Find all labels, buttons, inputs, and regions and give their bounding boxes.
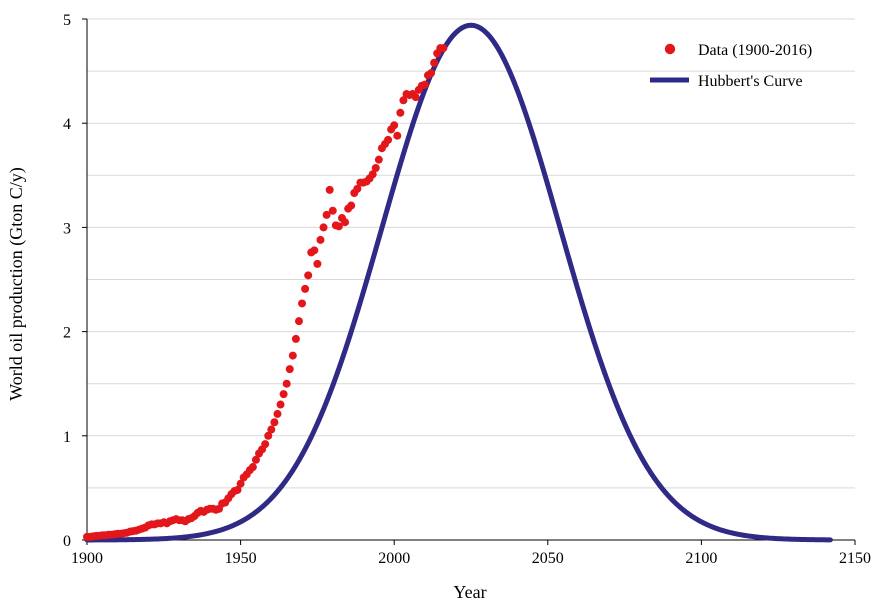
x-tick-label: 2050 (532, 550, 564, 567)
data-point (328, 206, 337, 215)
data-point (301, 284, 310, 293)
data-point (371, 164, 380, 173)
data-point (316, 235, 325, 244)
data-point (325, 185, 334, 194)
axis-layer (82, 18, 856, 545)
data-point (396, 108, 405, 117)
y-tick-label: 5 (63, 12, 71, 29)
labels-layer: 1900 1950 2000 2050 2100 2150 0 1 2 3 4 5 (63, 12, 871, 567)
data-point (291, 334, 300, 343)
data-point (298, 299, 307, 308)
y-tick-label: 0 (63, 533, 71, 550)
x-tick-label: 1950 (225, 550, 257, 567)
data-point (420, 80, 429, 89)
legend-marker-data (664, 43, 676, 55)
data-point (279, 390, 288, 399)
data-point (270, 418, 279, 427)
data-point (353, 184, 362, 193)
data-point (319, 223, 328, 232)
y-tick-label: 3 (63, 220, 71, 237)
data-point (236, 479, 245, 488)
data-point (393, 131, 402, 140)
y-axis-label: World oil production (Gton C/y) (6, 167, 27, 401)
data-point (390, 121, 399, 130)
y-tick-label: 1 (63, 429, 71, 446)
data-point (399, 96, 408, 105)
data-point (267, 425, 276, 434)
data-point (341, 218, 350, 227)
data-point (248, 463, 257, 472)
data-point (347, 201, 356, 210)
data-point (233, 485, 242, 494)
data-point (411, 93, 420, 102)
x-tick-label: 1900 (71, 550, 103, 567)
y-tick-label: 2 (63, 325, 71, 342)
data-point (273, 409, 282, 418)
curve-layer (84, 22, 833, 543)
data-point (304, 271, 313, 280)
legend-label-curve: Hubbert's Curve (698, 73, 803, 90)
data-point (264, 431, 273, 440)
legend: Data (1900-2016) Hubbert's Curve (650, 42, 812, 90)
x-axis-label: Year (453, 582, 486, 602)
data-point (285, 365, 294, 374)
data-point (374, 155, 383, 164)
data-point (322, 210, 331, 219)
data-point (430, 58, 439, 67)
data-point (282, 379, 291, 388)
data-point (313, 259, 322, 268)
data-point (261, 440, 270, 449)
data-point (310, 246, 319, 255)
x-tick-label: 2150 (839, 550, 871, 567)
data-point (294, 317, 303, 326)
x-tick-label: 2100 (685, 550, 717, 567)
x-tick-label: 2000 (378, 550, 410, 567)
grid-layer (87, 18, 855, 489)
points-layer (83, 44, 448, 541)
legend-label-data: Data (1900-2016) (698, 42, 812, 59)
data-point (334, 222, 343, 231)
data-point (251, 455, 260, 464)
hubbert-curve-line (84, 22, 833, 543)
data-point (427, 69, 436, 78)
data-point (288, 351, 297, 360)
data-point (276, 400, 285, 409)
data-point (384, 135, 393, 144)
y-tick-label: 4 (63, 116, 71, 133)
data-point (368, 170, 377, 179)
data-point (439, 44, 448, 53)
